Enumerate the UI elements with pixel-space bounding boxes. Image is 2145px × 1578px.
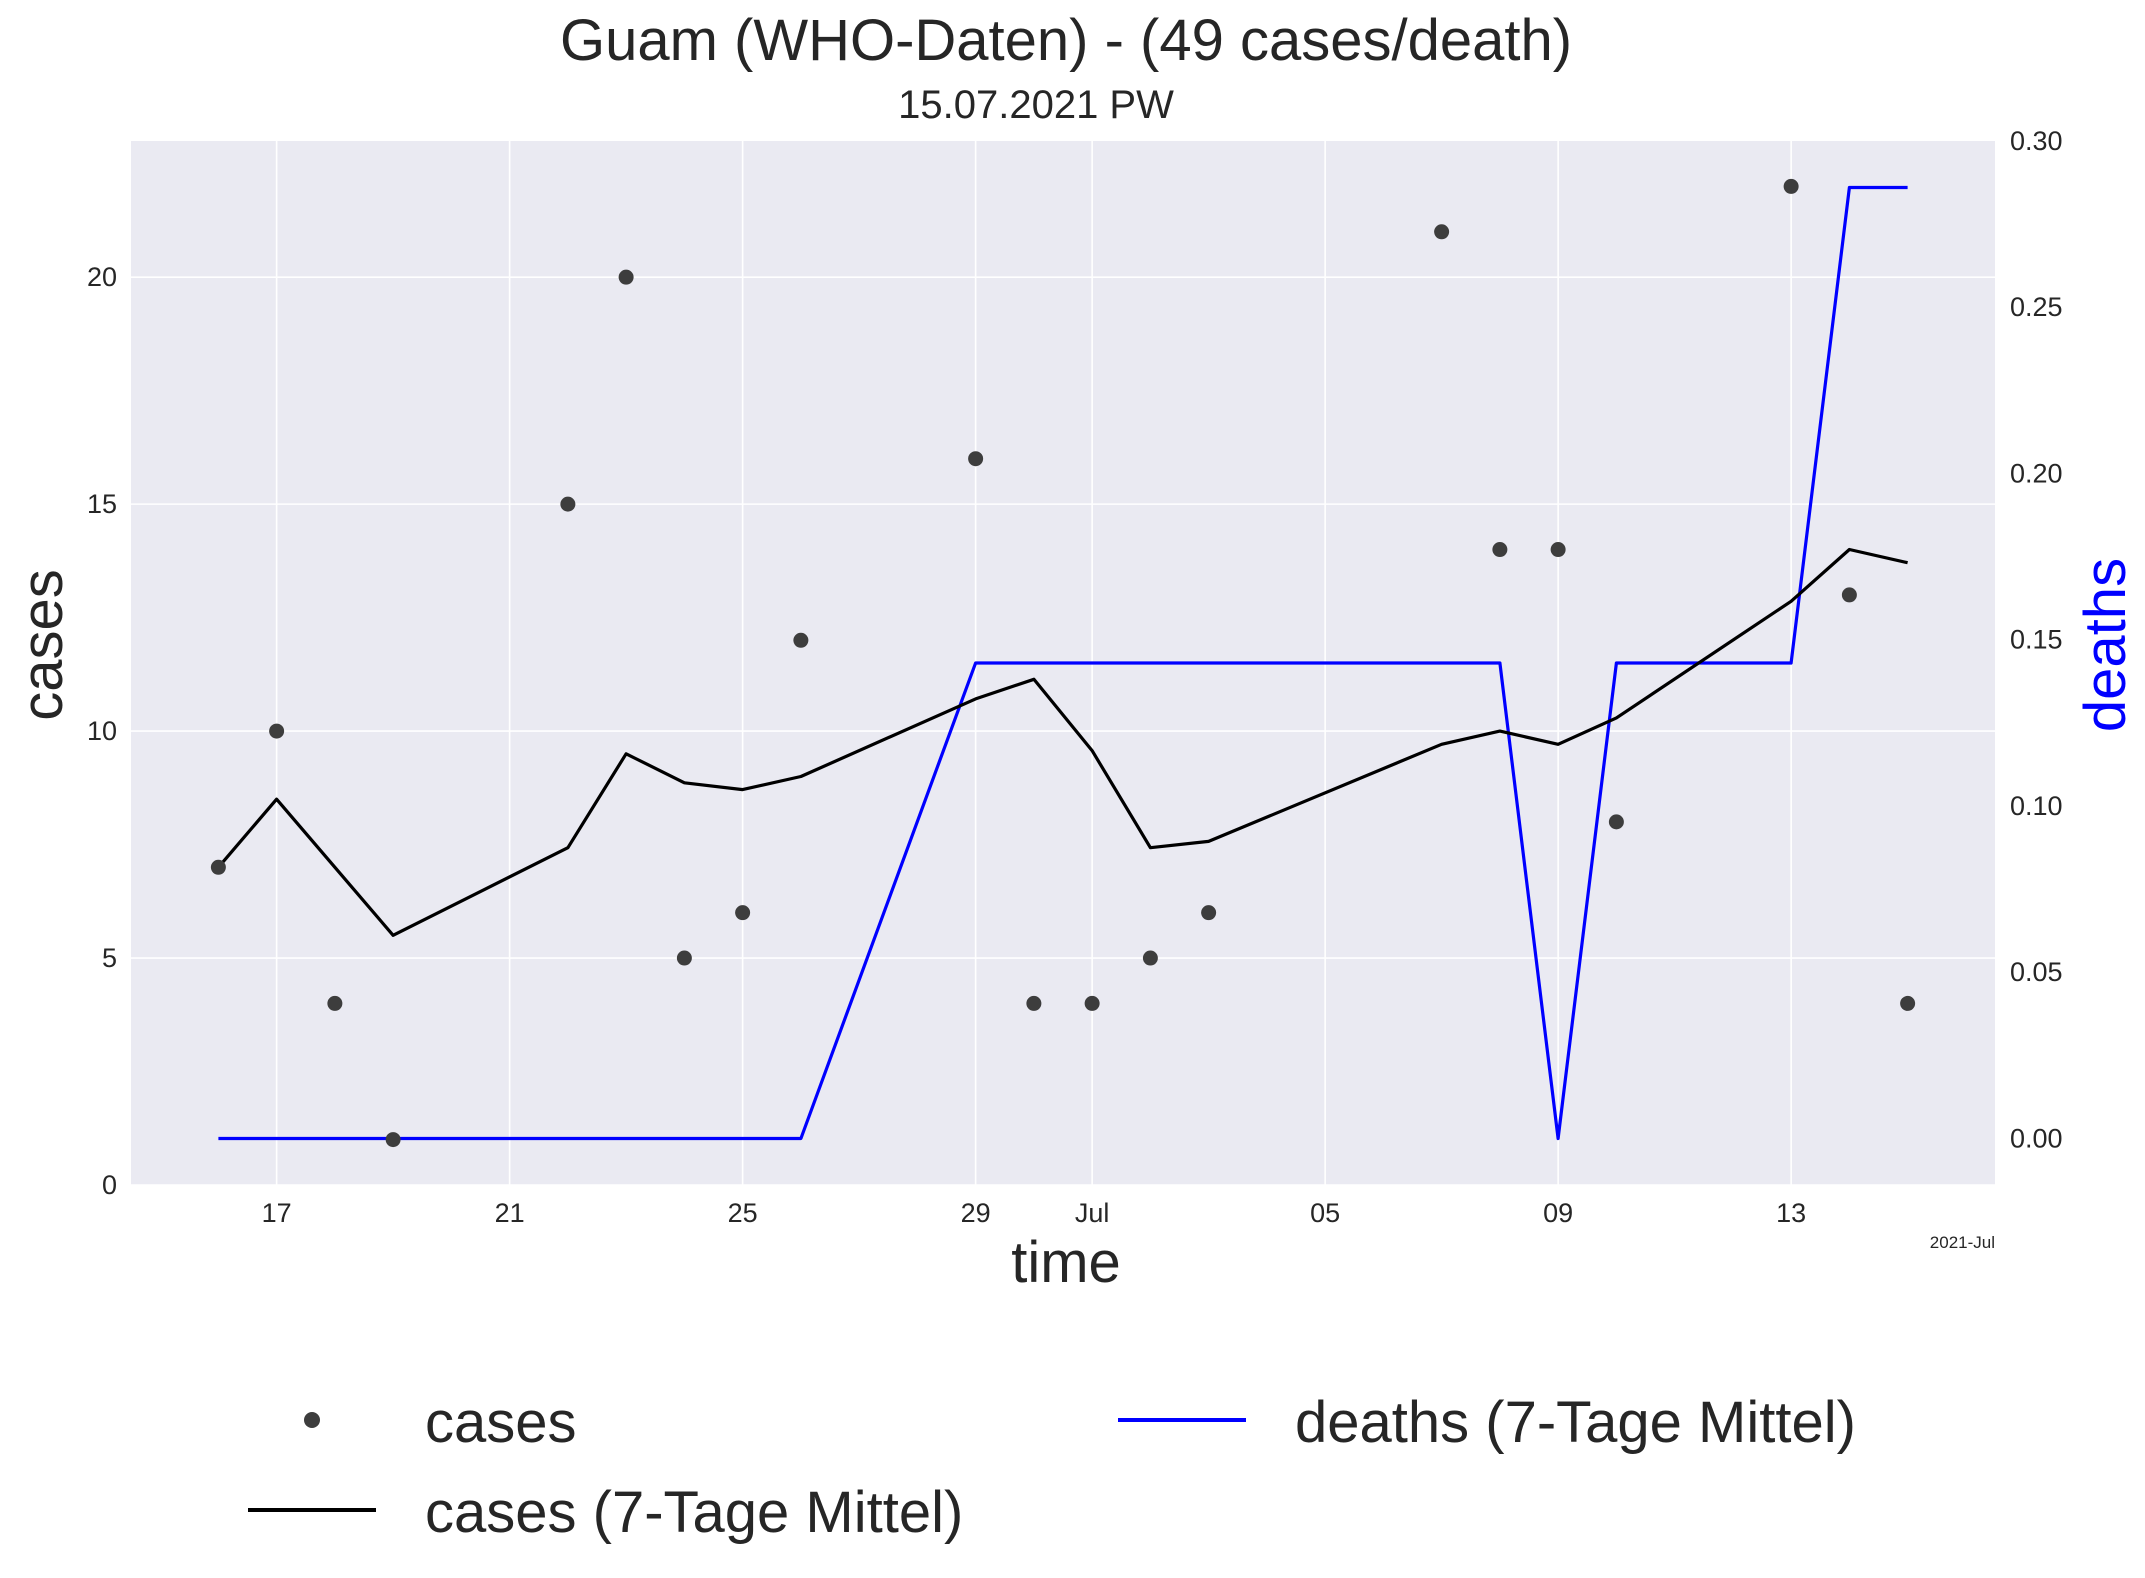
data-point-cases (385, 1132, 401, 1148)
chart-subtitle: 15.07.2021 PW (898, 83, 1174, 127)
data-point-cases (1550, 542, 1566, 558)
data-point-cases (327, 995, 343, 1011)
series-line-deaths-7-tage-mittel (218, 185, 1908, 1141)
chart-title: Guam (WHO-Daten) - (49 cases/death) (560, 8, 1572, 73)
data-point-cases (1841, 587, 1857, 603)
legend: cases cases (7-Tage Mittel) deaths (7-Ta… (248, 1390, 1856, 1545)
data-point-cases (1084, 995, 1100, 1011)
data-point-cases (210, 859, 226, 875)
y-tick-label: 15 (87, 489, 117, 519)
x-tick-label: 13 (1776, 1198, 1806, 1228)
series-line-cases-7-tage-mittel (217, 547, 1908, 937)
data-point-cases (1142, 950, 1158, 966)
legend-marker-cases (304, 1412, 320, 1428)
x-tick-label: Jul (1075, 1198, 1110, 1228)
y-axis-label: cases (10, 569, 75, 721)
y2-axis-label: deaths (2073, 558, 2138, 732)
data-point-cases (1201, 905, 1217, 921)
y2-tick-label: 0.10 (2010, 791, 2063, 821)
ticks: 17 21 25 29 Jul 05 09 13051015200.000.050.100.1… (87, 126, 2063, 1228)
data-point-cases (676, 950, 692, 966)
x-tick-label: 17 (262, 1198, 292, 1228)
data-point-cases (1783, 178, 1799, 194)
y-tick-label: 5 (102, 943, 117, 973)
x-tick-label: 05 (1310, 1198, 1340, 1228)
data-point-cases (560, 496, 576, 512)
data-point-cases (968, 451, 984, 467)
x-tick-label: 29 (961, 1198, 991, 1228)
grid (131, 141, 1995, 1186)
x-tick-label: 21 (495, 1198, 525, 1228)
legend-label-deaths-avg: deaths (7-Tage Mittel) (1295, 1390, 1856, 1455)
data-point-cases (1026, 995, 1042, 1011)
y2-tick-label: 0.05 (2010, 957, 2063, 987)
chart-marks (210, 178, 1916, 1148)
y-tick-label: 0 (102, 1170, 117, 1200)
y-tick-label: 10 (87, 716, 117, 746)
legend-label-cases: cases (425, 1390, 577, 1455)
data-point-cases (735, 905, 751, 921)
legend-label-cases-avg: cases (7-Tage Mittel) (425, 1480, 963, 1545)
data-point-cases (1900, 995, 1916, 1011)
data-point-cases (1608, 814, 1624, 830)
x-tick-label: 25 (728, 1198, 758, 1228)
y2-tick-label: 0.20 (2010, 458, 2063, 488)
y-tick-label: 20 (87, 262, 117, 292)
x-axis-offset-label: 2021-Jul (1930, 1233, 1995, 1252)
y2-tick-label: 0.25 (2010, 292, 2063, 322)
data-point-cases (1434, 224, 1450, 240)
y2-tick-label: 0.00 (2010, 1123, 2063, 1153)
y2-tick-label: 0.30 (2010, 126, 2063, 156)
y2-tick-label: 0.15 (2010, 625, 2063, 655)
data-point-cases (618, 269, 634, 285)
data-point-cases (793, 632, 809, 648)
data-point-cases (269, 723, 285, 739)
data-point-cases (1492, 542, 1508, 558)
x-axis-label: time (1011, 1230, 1121, 1295)
x-tick-label: 09 (1543, 1198, 1573, 1228)
